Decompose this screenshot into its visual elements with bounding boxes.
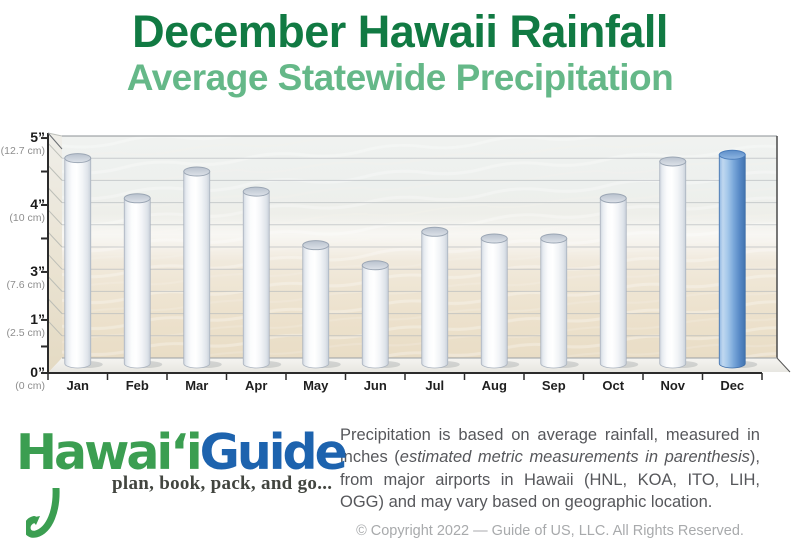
note-part-italic: estimated metric measurements in parenth… xyxy=(399,448,750,467)
bar-top-cap xyxy=(659,156,687,167)
y-axis-labels: 5” (12.7 cm) 4” (10 cm) 3” (7.6 cm) 1” (2.5 cm)… xyxy=(0,118,45,410)
left-wall-hatch xyxy=(47,132,63,137)
bar-nov xyxy=(659,156,698,369)
bar-body xyxy=(421,231,449,369)
bar-top-cap xyxy=(64,153,92,164)
month-label-feb: Feb xyxy=(126,378,149,393)
y-label-1in: 1” (2.5 cm) xyxy=(0,312,45,339)
bar-body xyxy=(123,197,151,369)
month-label-dec: Dec xyxy=(720,378,744,393)
logo-text-guide: Guide xyxy=(199,424,348,481)
left-wall-hatch xyxy=(47,298,63,314)
bar-jul xyxy=(421,226,460,369)
y-label-0in: 0” (0 cm) xyxy=(0,365,45,392)
footer: HawaiʻiGuide plan, book, pack, and go...… xyxy=(0,410,800,547)
bar-body xyxy=(242,191,270,369)
precipitation-note: Precipitation is based on average rainfa… xyxy=(340,424,760,514)
bar-top-cap xyxy=(123,193,151,204)
y-label-cm: (0 cm) xyxy=(15,380,45,392)
top-left-corner-edge xyxy=(47,132,63,150)
left-wall-hatch xyxy=(47,231,63,248)
y-label-4in: 4” (10 cm) xyxy=(0,197,45,224)
bar-mar xyxy=(183,166,222,369)
bar-aug xyxy=(480,233,520,369)
logo-wordmark: HawaiʻiGuide xyxy=(16,428,348,477)
bar-top-cap xyxy=(540,233,568,244)
bar-body xyxy=(659,161,687,369)
left-wall-hatch xyxy=(47,142,63,159)
bar-apr xyxy=(242,186,282,369)
chart-subtitle: Average Statewide Precipitation xyxy=(126,56,674,98)
plot-left-wall xyxy=(48,133,62,373)
bar-body xyxy=(540,238,568,369)
foam-band xyxy=(62,213,777,261)
bar-feb xyxy=(123,193,163,369)
y-label-cm: (7.6 cm) xyxy=(6,278,45,291)
month-label-apr: Apr xyxy=(245,378,267,393)
y-label-3in: 3” (7.6 cm) xyxy=(0,264,45,291)
bar-jun xyxy=(361,260,401,369)
bar-oct xyxy=(599,193,639,369)
left-wall-hatch xyxy=(47,187,63,203)
y-label-cm: (10 cm) xyxy=(9,212,45,224)
month-label-sep: Sep xyxy=(542,378,566,393)
month-label-nov: Nov xyxy=(660,378,685,393)
y-label-5in: 5” (12.7 cm) xyxy=(0,130,45,157)
month-label-oct: Oct xyxy=(602,378,624,393)
y-label-cm: (2.5 cm) xyxy=(6,326,45,339)
bar-dec xyxy=(718,149,758,369)
logo-tagline: plan, book, pack, and go... xyxy=(112,473,333,494)
rainfall-bar-chart-svg: Jan Feb Mar Apr May Jun Jul Aug Sep Oct Nov Dec xyxy=(41,132,791,393)
bar-top-cap xyxy=(718,149,746,160)
fish-hook-icon xyxy=(26,488,60,538)
logo-text-hawaii: Hawaiʻi xyxy=(16,424,203,481)
rainfall-chart: Jan Feb Mar Apr May Jun Jul Aug Sep Oct Nov Dec 5”(… xyxy=(0,118,800,410)
bar-body xyxy=(361,264,389,369)
bar-body xyxy=(302,244,330,369)
bar-body xyxy=(480,238,508,369)
month-label-aug: Aug xyxy=(482,378,507,393)
left-wall-hatch xyxy=(47,165,63,181)
floor-right-edge xyxy=(776,357,791,373)
y-label-inches: 1” xyxy=(30,310,45,327)
left-wall-hatch xyxy=(47,209,63,226)
bar-jan xyxy=(64,153,103,369)
copyright-line: © Copyright 2022 — Guide of US, LLC. All… xyxy=(356,522,744,539)
header: December Hawaii Rainfall Average Statewi… xyxy=(0,0,800,97)
bar-body xyxy=(64,157,92,369)
bar-top-cap xyxy=(599,193,627,204)
bar-may xyxy=(302,240,341,369)
footnote-block: Precipitation is based on average rainfa… xyxy=(330,410,800,539)
month-label-jul: Jul xyxy=(425,378,444,393)
month-label-jun: Jun xyxy=(364,378,387,393)
bar-top-cap xyxy=(183,166,211,177)
left-wall-hatch xyxy=(47,276,63,292)
y-label-inches: 4” xyxy=(30,196,45,212)
bar-top-cap xyxy=(302,240,330,251)
bar-sep xyxy=(540,233,579,369)
bar-body xyxy=(599,197,627,369)
left-wall-hatch xyxy=(47,320,63,337)
bar-top-cap xyxy=(361,260,389,271)
bar-body xyxy=(183,171,211,369)
month-label-may: May xyxy=(303,378,329,393)
bar-top-cap xyxy=(421,226,449,237)
bar-top-cap xyxy=(242,186,270,197)
y-label-inches: 3” xyxy=(30,262,45,279)
month-label-mar: Mar xyxy=(185,378,208,393)
chart-title: December Hawaii Rainfall xyxy=(132,6,668,57)
y-label-cm: (12.7 cm) xyxy=(0,145,45,158)
hawaiiguide-logo: HawaiʻiGuide plan, book, pack, and go... xyxy=(0,410,348,538)
left-wall-hatch xyxy=(47,253,63,270)
bar-top-cap xyxy=(480,233,508,244)
month-label-jan: Jan xyxy=(67,378,89,393)
note-part-1: Precipitation is based on average rainfa… xyxy=(340,426,760,467)
y-label-inches: 5” xyxy=(30,129,45,146)
y-label-inches: 0” xyxy=(30,364,45,380)
note-part-2: ), from major airports in Hawaii (HNL, K… xyxy=(340,448,761,512)
bar-body xyxy=(718,154,746,369)
